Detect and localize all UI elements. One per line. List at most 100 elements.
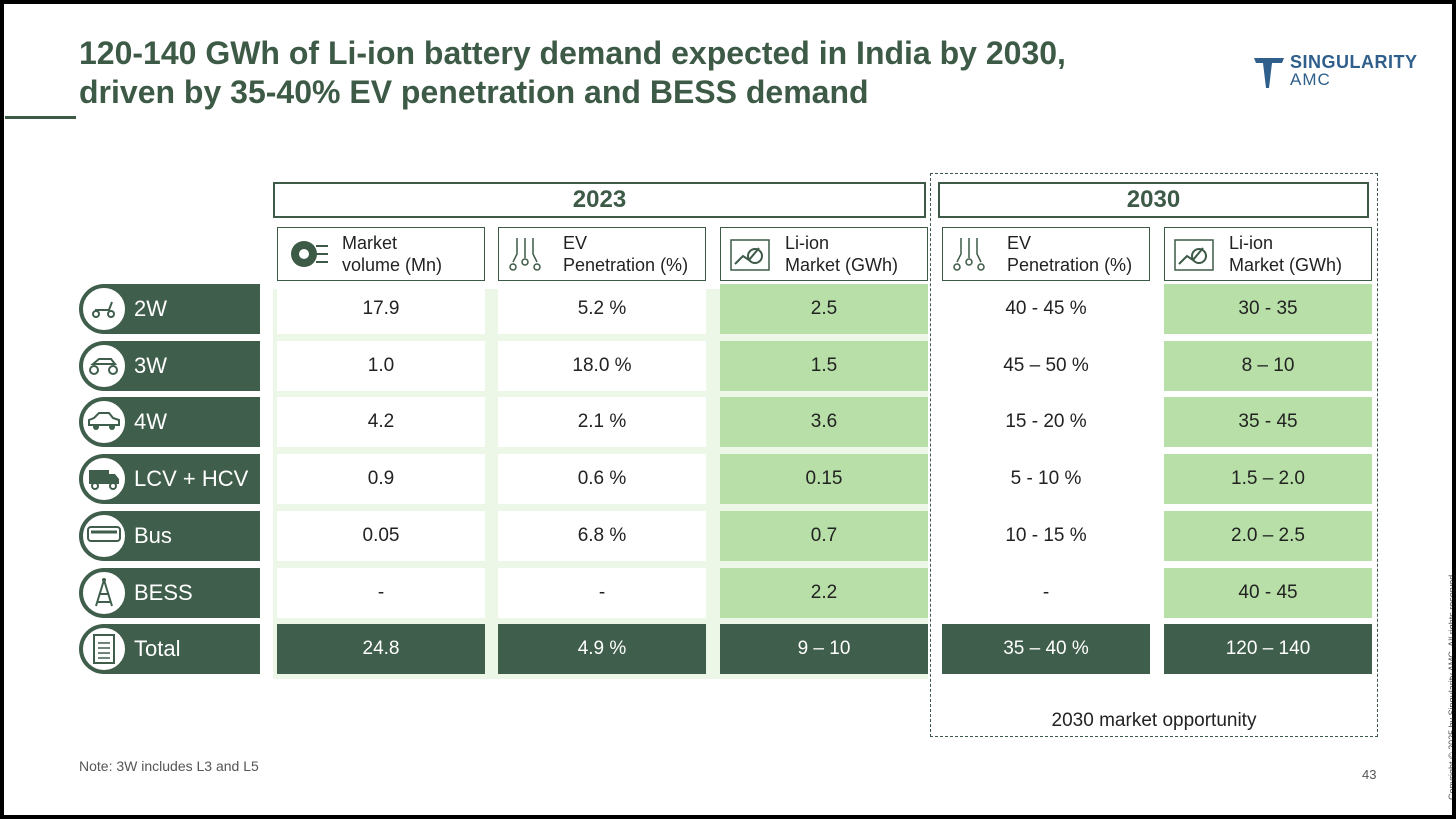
column-label-line: Market (GWh) bbox=[1229, 255, 1343, 275]
row-label: 2W bbox=[79, 284, 260, 334]
table-cell: 4.2 bbox=[277, 397, 485, 448]
table-cell: 30 - 35 bbox=[1164, 284, 1372, 334]
column-label-line: EV bbox=[1007, 233, 1032, 253]
column-label-line: Penetration (%) bbox=[1007, 255, 1133, 275]
column-header: Li-ion Market (GWh) bbox=[720, 227, 928, 281]
column-label-line: Li-ion bbox=[785, 233, 830, 253]
row-icon-glyph bbox=[89, 357, 118, 375]
column-header: Li-ion Market (GWh) bbox=[1164, 227, 1372, 281]
column-label-line: Li-ion bbox=[1229, 233, 1274, 253]
table-cell: 10 - 15 % bbox=[942, 510, 1150, 561]
column-label: Li-ion Market (GWh) bbox=[785, 232, 898, 276]
title: 120-140 GWh of Li-ion battery demand exp… bbox=[79, 34, 1066, 112]
title-rule bbox=[5, 116, 76, 119]
row-icon bbox=[81, 456, 127, 503]
table-cell: 15 - 20 % bbox=[942, 397, 1150, 448]
row-label: Total bbox=[79, 624, 260, 675]
row-icon bbox=[81, 512, 127, 559]
row-icon-glyph bbox=[89, 470, 119, 491]
column-icon bbox=[730, 239, 770, 271]
column-label: Li-ion Market (GWh) bbox=[1229, 232, 1342, 276]
table-cell: - bbox=[277, 567, 485, 618]
page-number: 43 bbox=[1362, 767, 1377, 782]
column-label: Market volume (Mn) bbox=[342, 232, 442, 276]
table-cell: 120 – 140 bbox=[1164, 624, 1372, 675]
table-cell: 0.15 bbox=[720, 454, 928, 505]
logo-text: SINGULARITY bbox=[1290, 52, 1418, 72]
table-cell: 0.7 bbox=[720, 510, 928, 561]
row-label: Bus bbox=[79, 510, 260, 561]
table-cell: 2.1 % bbox=[498, 397, 706, 448]
column-icon bbox=[291, 241, 328, 267]
title-line: 120-140 GWh of Li-ion battery demand exp… bbox=[79, 35, 1066, 71]
column-label-line: volume (Mn) bbox=[342, 255, 443, 275]
row-label: BESS bbox=[79, 567, 260, 618]
row-icon-glyph bbox=[92, 301, 115, 318]
table-cell: 2.2 bbox=[720, 567, 928, 618]
table-cell: 0.6 % bbox=[498, 454, 706, 505]
title-line: driven by 35-40% EV penetration and BESS… bbox=[79, 74, 869, 110]
table-cell: 0.9 bbox=[277, 454, 485, 505]
row-icon bbox=[81, 626, 127, 673]
table-cell: - bbox=[942, 567, 1150, 618]
table-cell: 5 - 10 % bbox=[942, 454, 1150, 505]
table-cell: 1.5 bbox=[720, 340, 928, 391]
caption: 2030 market opportunity bbox=[1051, 710, 1257, 731]
column-icon bbox=[953, 238, 985, 271]
row-label-text: Bus bbox=[134, 522, 172, 548]
table-cell: 9 – 10 bbox=[720, 624, 928, 675]
table-cell: 0.05 bbox=[277, 510, 485, 561]
column-label: EV Penetration (%) bbox=[1007, 232, 1132, 276]
group-header: 2030 bbox=[938, 182, 1369, 218]
row-icon bbox=[81, 286, 127, 332]
table-cell: 2.5 bbox=[720, 284, 928, 334]
highlight-box bbox=[930, 173, 1378, 737]
row-label-text: 3W bbox=[134, 352, 167, 378]
row-icon-glyph bbox=[87, 525, 121, 542]
row-label-text: 2W bbox=[134, 296, 167, 321]
table-cell: 18.0 % bbox=[498, 340, 706, 391]
column-header: Market volume (Mn) bbox=[277, 227, 485, 281]
column-header: EV Penetration (%) bbox=[498, 227, 706, 281]
column-icon bbox=[1174, 239, 1214, 271]
column-header: EV Penetration (%) bbox=[942, 227, 1150, 281]
column-icon bbox=[509, 238, 541, 271]
table-cell: 17.9 bbox=[277, 284, 485, 334]
row-icon bbox=[81, 342, 127, 389]
table-cell: 4.9 % bbox=[498, 624, 706, 675]
row-label-text: 4W bbox=[134, 409, 167, 435]
row-label: 4W bbox=[79, 397, 260, 448]
table-cell: 3.6 bbox=[720, 397, 928, 448]
table-cell: 40 - 45 % bbox=[942, 284, 1150, 334]
table-cell: 2.0 – 2.5 bbox=[1164, 510, 1372, 561]
row-icon-glyph bbox=[93, 634, 115, 665]
table-cell: - bbox=[498, 567, 706, 618]
table-cell: 35 - 45 bbox=[1164, 397, 1372, 448]
row-label-text: LCV + HCV bbox=[134, 466, 249, 492]
table-cell: 1.0 bbox=[277, 340, 485, 391]
logo-text: AMC bbox=[1290, 70, 1331, 89]
table-cell: 35 – 40 % bbox=[942, 624, 1150, 675]
group-header: 2023 bbox=[273, 182, 926, 218]
row-icon bbox=[81, 569, 127, 616]
column-label-line: EV bbox=[563, 233, 588, 253]
table-cell: 45 – 50 % bbox=[942, 340, 1150, 391]
note: Note: 3W includes L3 and L5 bbox=[79, 758, 259, 774]
table-cell: 24.8 bbox=[277, 624, 485, 675]
logo-mark bbox=[1254, 58, 1284, 88]
row-icon-glyph bbox=[95, 577, 113, 606]
table-cell: 6.8 % bbox=[498, 510, 706, 561]
table-cell: 40 - 45 bbox=[1164, 567, 1372, 618]
column-label-line: Penetration (%) bbox=[563, 255, 689, 275]
column-label: EV Penetration (%) bbox=[563, 232, 688, 276]
row-label-text: BESS bbox=[134, 579, 193, 605]
table-cell: 8 – 10 bbox=[1164, 340, 1372, 391]
table-cell: 5.2 % bbox=[498, 284, 706, 334]
row-label-text: Total bbox=[134, 636, 181, 662]
row-label: 3W bbox=[79, 340, 260, 391]
copyright: Copyright © 2025 by Singularity AMC. All… bbox=[1447, 572, 1456, 800]
row-icon-glyph bbox=[88, 412, 120, 431]
column-label-line: Market bbox=[342, 233, 398, 253]
column-label-line: Market (GWh) bbox=[785, 255, 899, 275]
